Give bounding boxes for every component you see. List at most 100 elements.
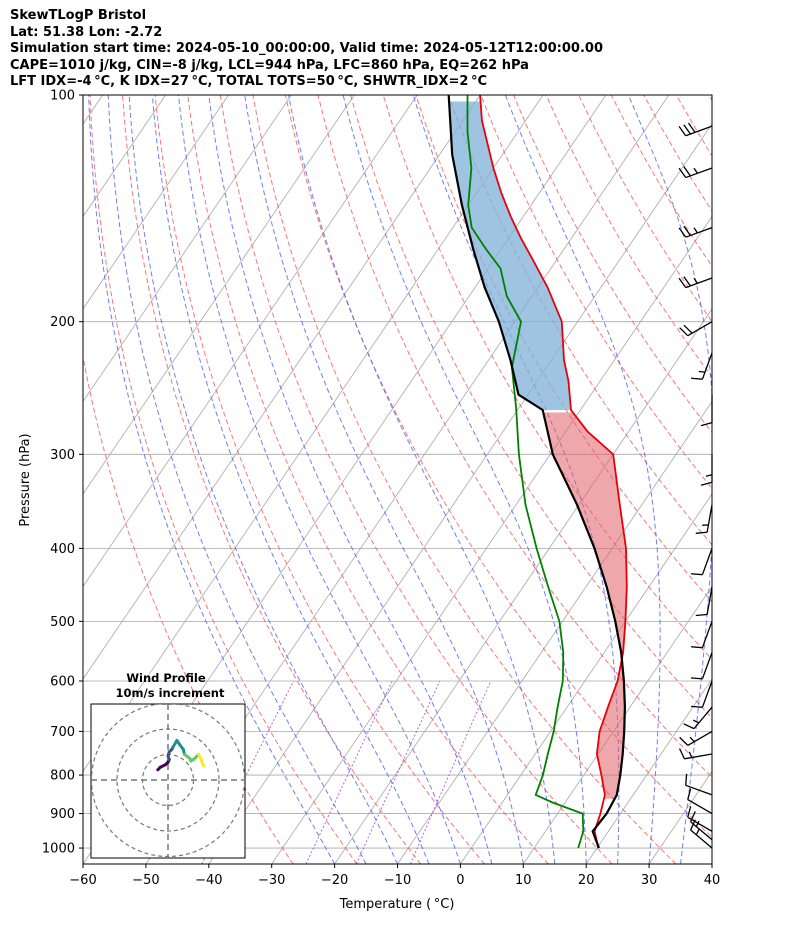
wind-barb-half-flag [693, 167, 698, 174]
wind-barb-staff [701, 352, 713, 380]
dry-adiabat-line [219, 95, 613, 864]
wind-barb-staff [685, 167, 713, 179]
wind-barb-staff [685, 277, 713, 289]
isotherm-line [271, 215, 712, 864]
dry-adiabat-line [252, 95, 677, 864]
isotherm-line [83, 95, 292, 403]
y-tick-label: 800 [50, 769, 75, 784]
x-axis-label: Temperature ( °C) [339, 897, 455, 912]
dry-adiabat-line [89, 95, 358, 864]
x-tick-label: −10 [384, 873, 411, 888]
wind-barb-half-flag [689, 736, 695, 743]
y-tick-label: 100 [50, 89, 75, 104]
wind-barb [683, 706, 713, 730]
wind-barb [691, 548, 713, 576]
inset-subtitle: 10m/s increment [116, 686, 225, 700]
isotherm-line [648, 770, 712, 864]
wind-barb-flag [683, 276, 691, 287]
dry-adiabat-line [708, 95, 712, 102]
wind-barb-flag [691, 677, 703, 680]
indices-line-1: CAPE=1010 j/kg, CIN=-8 j/kg, LCL=944 hPa… [10, 57, 529, 73]
wind-barb [678, 122, 713, 137]
wind-barb-flag [678, 126, 687, 137]
y-axis-label: Pressure (hPa) [18, 433, 33, 526]
wind-barb-flag [679, 736, 689, 746]
wind-barb [678, 276, 713, 289]
cin-area [449, 101, 571, 410]
wind-barb [700, 394, 713, 427]
dewpoint-profile [466, 95, 585, 849]
isotherm-line [83, 95, 418, 588]
mixing-ratio-line [409, 680, 492, 864]
dry-adiabat-line [774, 95, 794, 864]
wind-barb [679, 321, 713, 337]
wind-barb-flag [685, 773, 688, 786]
wind-barb-flag [695, 613, 708, 617]
x-tick-label: −20 [321, 873, 348, 888]
wind-barb-flag [700, 422, 713, 427]
y-tick-label: 1000 [42, 842, 75, 857]
wind-barb-flag [678, 227, 687, 238]
cape-area [543, 412, 627, 799]
wind-barb-flag [683, 166, 691, 177]
dry-adiabat-line [83, 354, 294, 864]
wind-barb-flag [695, 531, 708, 534]
wind-barb [695, 586, 713, 617]
inset-plot [91, 704, 245, 858]
wind-barb-flag [687, 122, 696, 133]
isotherm-line [460, 493, 712, 864]
y-tick-label: 700 [50, 725, 75, 740]
x-tick-label: 10 [515, 873, 532, 888]
moist-adiabat-line [627, 95, 712, 864]
wind-barb-flag [691, 377, 703, 380]
wind-barb-staff [701, 680, 713, 708]
wind-barb [687, 788, 713, 815]
axis-ticks: −60 −50 −40 −30 −20 −10 0 10 20 30 40 100 200 300 400 5… [42, 89, 720, 889]
wind-barb-staff [685, 784, 713, 796]
moist-adiabat-line [128, 95, 398, 864]
wind-barb-flag [691, 705, 703, 708]
moist-adiabat-line [107, 95, 367, 864]
wind-barb-staff [690, 829, 713, 849]
mixing-ratio-line [305, 680, 393, 864]
x-tick-label: −60 [69, 873, 96, 888]
y-tick-label: 900 [50, 807, 75, 822]
y-tick-label: 200 [50, 315, 75, 330]
wind-barb-half-flag [695, 820, 700, 827]
wind-barb-staff [687, 321, 713, 337]
wind-barb-flag [687, 788, 692, 800]
wind-barb-staff [701, 548, 713, 575]
wind-barb [691, 652, 713, 680]
indices-line-2: LFT IDX=-4 °C, K IDX=27 °C, TOTAL TOTS=5… [10, 74, 488, 89]
dry-adiabat-line [154, 95, 485, 864]
wind-barb-flag [678, 167, 687, 178]
wind-barb-half-flag [695, 829, 700, 836]
x-tick-label: −50 [132, 873, 159, 888]
inset-title: Wind Profile [126, 671, 206, 685]
wind-barb-flag [683, 324, 693, 334]
temperature-profile [479, 95, 628, 849]
wind-barb-half-flag [693, 227, 698, 234]
wind-barb-flag [700, 481, 713, 486]
moist-adiabat-line [287, 95, 556, 864]
wind-barb-staff [701, 652, 713, 680]
wind-barb-staff [687, 799, 713, 815]
dry-adiabat-line [382, 95, 712, 661]
wind-barb-flag [683, 124, 691, 135]
hodograph-segment [200, 761, 206, 768]
dry-adiabat-line [122, 95, 422, 864]
moist-adiabat-line [342, 95, 587, 864]
wind-barb-staff [690, 821, 713, 841]
moist-adiabat-line [178, 95, 461, 864]
moist-adiabat-line [711, 860, 712, 864]
wind-barb [678, 166, 713, 179]
wind-barb [678, 748, 713, 760]
wind-barb-flag [678, 748, 686, 760]
x-tick-label: 40 [704, 873, 721, 888]
wind-barb [695, 504, 713, 534]
parcel-profile [447, 95, 627, 849]
wind-barb-staff [706, 504, 713, 533]
profiles [447, 95, 628, 849]
